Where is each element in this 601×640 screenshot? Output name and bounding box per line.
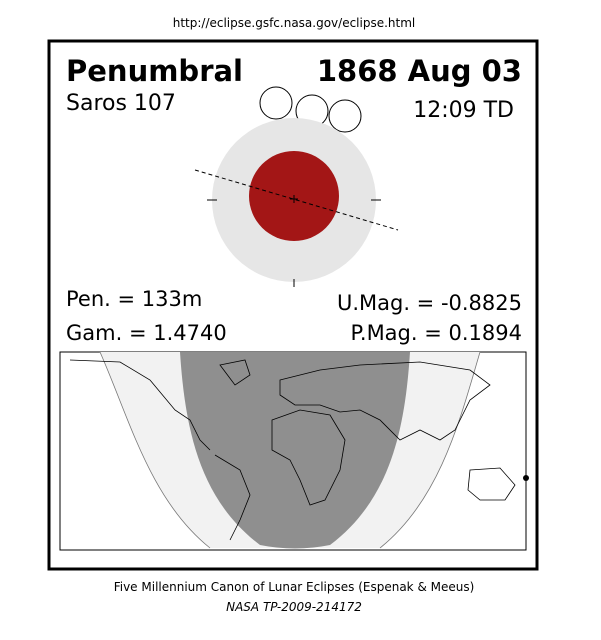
axis-ticks xyxy=(207,195,381,287)
pen: Pen. = 133m xyxy=(66,287,202,311)
pmag: P.Mag. = 0.1894 xyxy=(351,321,523,345)
saros: Saros 107 xyxy=(66,91,176,116)
world-map xyxy=(59,351,529,551)
time: 12:09 TD xyxy=(413,98,514,123)
url: http://eclipse.gsfc.nasa.gov/eclipse.htm… xyxy=(173,16,416,30)
moon-track xyxy=(194,169,399,231)
footer-ref: NASA TP-2009-214172 xyxy=(226,600,362,614)
gam: Gam. = 1.4740 xyxy=(66,321,227,345)
umag: U.Mag. = -0.8825 xyxy=(337,291,522,315)
eclipse-date: 1868 Aug 03 xyxy=(317,54,522,88)
footer-title: Five Millennium Canon of Lunar Eclipses … xyxy=(114,580,475,594)
eclipse-type: Penumbral xyxy=(66,54,243,88)
frame xyxy=(47,39,539,571)
